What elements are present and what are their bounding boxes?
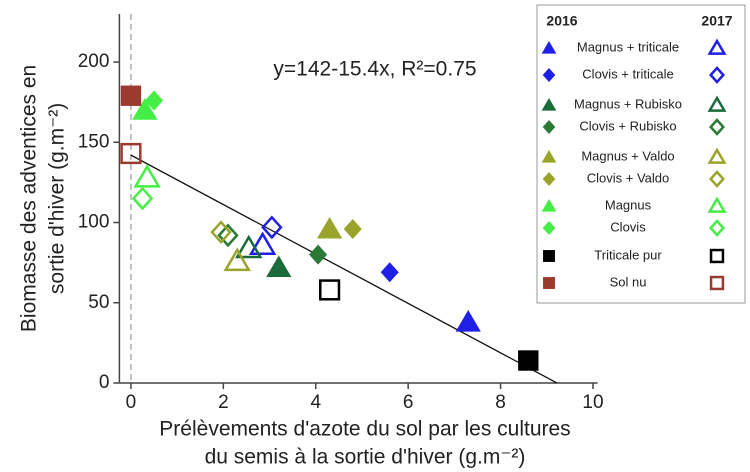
y-tick-label: 100 — [78, 212, 110, 233]
legend-label: Triticale pur — [594, 247, 662, 262]
marker — [223, 247, 251, 272]
legend-marker — [542, 221, 556, 235]
legend-marker — [542, 172, 556, 186]
y-tick-label: 50 — [88, 292, 109, 313]
marker — [455, 310, 481, 332]
legend-marker — [707, 196, 727, 213]
x-tick-label: 10 — [582, 392, 603, 413]
legend-label: Clovis — [610, 219, 646, 234]
marker — [235, 234, 263, 259]
marker — [266, 255, 292, 278]
legend-header: 2017 — [701, 13, 732, 29]
legend-marker — [543, 277, 555, 289]
marker — [248, 231, 277, 256]
legend-label: Sol nu — [610, 274, 647, 289]
marker — [309, 244, 328, 265]
legend-marker — [541, 199, 557, 212]
legend-marker — [707, 147, 727, 164]
legend-header: 2016 — [546, 13, 577, 29]
fit-line — [130, 154, 558, 384]
y-tick-label: 200 — [78, 51, 110, 72]
legend-marker — [709, 66, 725, 84]
legend-label: Clovis + Rubisko — [579, 118, 676, 133]
legend-marker — [542, 120, 556, 134]
marker — [319, 279, 341, 301]
legend-label: Magnus — [605, 197, 652, 212]
x-tick-label: 4 — [310, 392, 321, 413]
marker — [145, 90, 164, 111]
marker — [120, 85, 142, 106]
legend-label: Clovis + triticale — [582, 66, 673, 81]
legend-marker — [541, 98, 557, 111]
legend-marker — [541, 150, 557, 163]
y-axis-title: sortie d'hiver (g.m⁻²) — [46, 103, 69, 294]
y-tick-label: 0 — [99, 372, 110, 393]
marker — [217, 223, 239, 248]
marker — [133, 164, 161, 188]
legend-marker — [709, 248, 725, 264]
marker — [343, 218, 362, 239]
legend-label: Magnus + triticale — [577, 39, 679, 54]
x-tick-label: 2 — [218, 392, 229, 413]
legend-marker — [542, 68, 556, 82]
legend-marker — [541, 41, 557, 54]
marker — [132, 98, 158, 120]
x-axis-title: du semis à la sortie d'hiver (g.m⁻²) — [205, 446, 526, 469]
x-axis-title: Prélèvements d'azote du sol par les cult… — [159, 418, 570, 441]
legend-label: Clovis + Valdo — [587, 170, 670, 185]
legend-marker — [543, 250, 555, 262]
legend-marker — [707, 38, 727, 55]
marker — [317, 216, 343, 239]
marker — [518, 350, 539, 371]
marker — [261, 215, 283, 240]
annotation: y=142-15.4x, R²=0.75 — [273, 58, 476, 81]
x-tick-label: 8 — [495, 392, 506, 413]
legend-marker — [707, 95, 727, 112]
x-tick-label: 6 — [403, 392, 414, 413]
y-tick-label: 150 — [78, 131, 110, 152]
y-axis-title: Biomasse des adventices en — [18, 65, 41, 332]
marker — [380, 262, 399, 283]
marker — [210, 220, 232, 245]
legend-marker — [709, 118, 725, 136]
legend-marker — [709, 170, 725, 188]
x-tick-label: 0 — [126, 392, 137, 413]
legend-marker — [709, 275, 725, 291]
legend-marker — [709, 219, 725, 237]
legend-label: Magnus + Rubisko — [574, 96, 682, 111]
marker — [120, 142, 142, 165]
legend-label: Magnus + Valdo — [581, 148, 674, 163]
marker — [131, 186, 154, 211]
